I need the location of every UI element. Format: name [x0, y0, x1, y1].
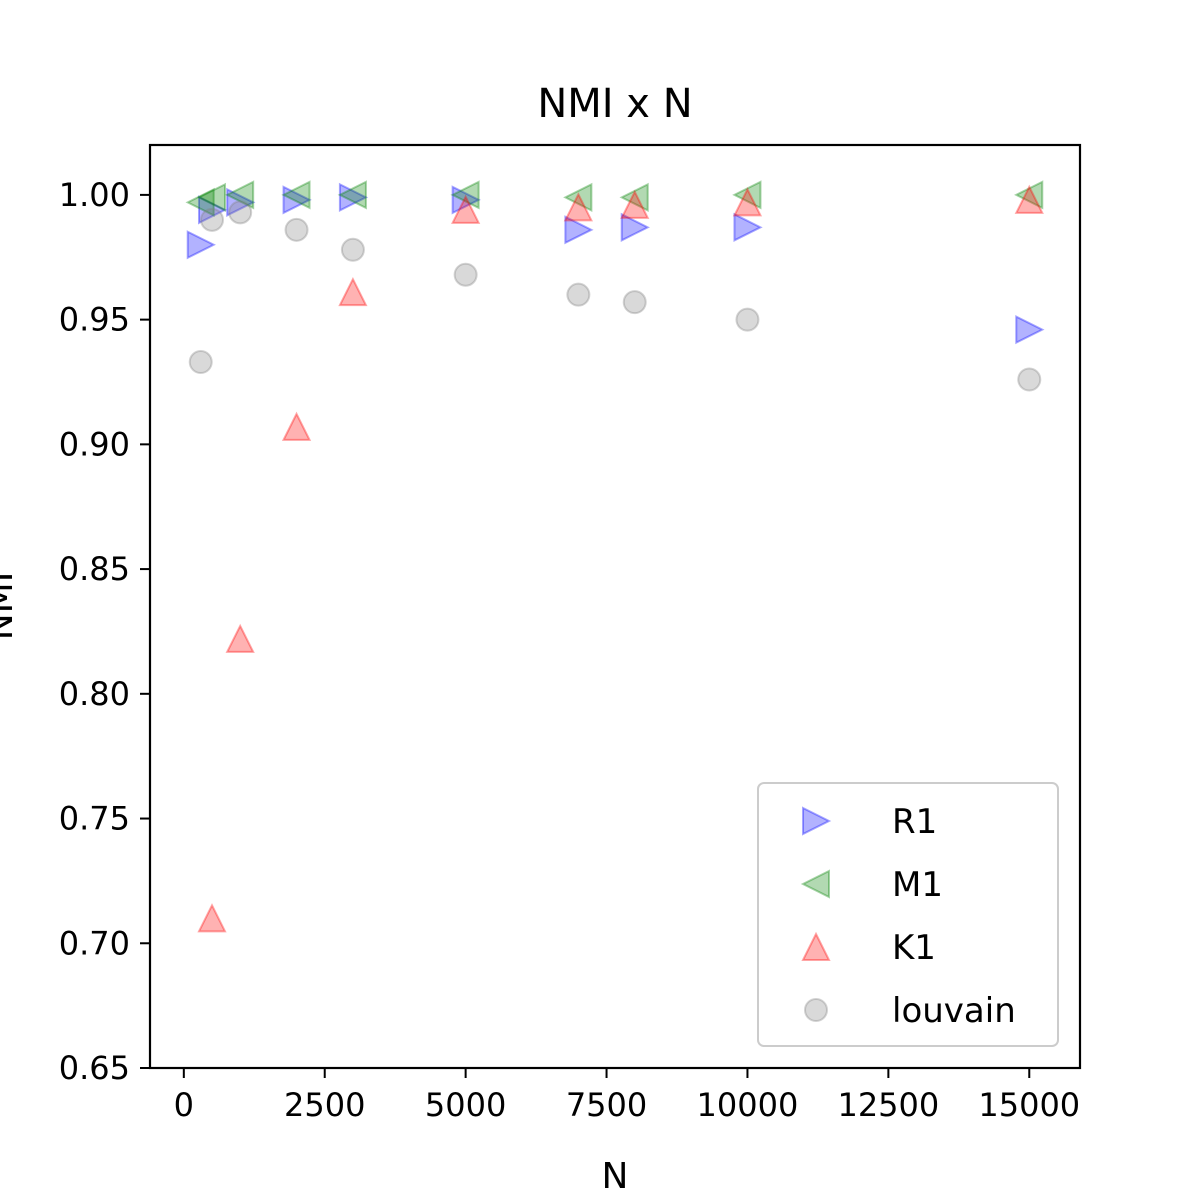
point-r1: [1015, 314, 1045, 345]
point-m1: [196, 182, 226, 213]
point-louvain: [200, 207, 224, 232]
x-tick-label: 12500: [837, 1086, 939, 1124]
y-tick-label: 0.80: [59, 675, 130, 713]
legend-box: [757, 782, 1059, 1047]
x-tick-label: 15000: [978, 1086, 1080, 1124]
legend-marker-r1: [802, 806, 832, 836]
point-k1: [620, 189, 650, 219]
point-k1: [338, 276, 368, 307]
y-tick-label: 1.00: [59, 176, 130, 214]
point-louvain: [284, 217, 309, 242]
point-m1: [281, 180, 311, 210]
point-k1: [732, 187, 763, 217]
point-r1: [733, 212, 763, 242]
x-tick-label: 7500: [566, 1086, 647, 1124]
point-r1: [451, 185, 481, 215]
point-louvain: [566, 282, 591, 307]
y-tick-label: 0.70: [59, 924, 130, 962]
point-m1: [732, 180, 762, 210]
point-m1: [337, 180, 367, 210]
point-m1: [619, 182, 649, 213]
point-r1: [338, 182, 369, 213]
point-m1: [1014, 180, 1044, 210]
x-tick-label: 0: [174, 1086, 194, 1124]
point-m1: [563, 182, 593, 213]
point-k1: [563, 192, 593, 222]
point-k1: [225, 623, 255, 653]
point-louvain: [1017, 367, 1042, 392]
y-tick-label: 0.75: [59, 800, 130, 838]
data-points: [185, 180, 1045, 933]
x-tick-label: 2500: [284, 1086, 365, 1124]
y-tick-label: 0.90: [59, 425, 130, 463]
legend-label-k1: K1: [892, 928, 936, 968]
point-k1: [281, 411, 312, 441]
y-tick-label: 0.85: [59, 550, 130, 588]
point-r1: [564, 215, 594, 245]
legend: R1 M1 K1 louvain: [757, 782, 1059, 1047]
y-tick-label: 0.65: [59, 1049, 130, 1087]
point-r1: [186, 230, 216, 260]
point-louvain: [735, 307, 760, 332]
point-louvain: [188, 350, 213, 375]
legend-label-r1: R1: [892, 802, 937, 842]
point-m1: [185, 187, 215, 217]
legend-marker-k1: [801, 931, 831, 961]
legend-label-m1: M1: [892, 865, 943, 905]
chart-title: NMI x N: [537, 81, 692, 127]
point-k1: [451, 194, 481, 224]
legend-marker-louvain: [804, 998, 828, 1022]
axis-ticks: 0 2500 5000 7500 10000 12500 15000 0.65 0.70 0.75…: [59, 176, 1080, 1124]
point-m1: [224, 180, 255, 210]
x-axis-label: N: [602, 1156, 629, 1197]
point-louvain: [622, 290, 647, 315]
legend-marker-m1: [800, 869, 830, 899]
point-louvain: [228, 200, 253, 225]
point-r1: [282, 185, 312, 215]
point-k1: [1014, 184, 1044, 214]
point-r1: [620, 212, 650, 242]
x-tick-label: 10000: [697, 1086, 799, 1124]
point-louvain: [340, 237, 365, 262]
plot-frame: [148, 143, 1082, 1070]
legend-label-louvain: louvain: [892, 991, 1016, 1031]
y-tick-label: 0.95: [59, 301, 130, 339]
point-louvain: [453, 262, 478, 287]
point-k1: [197, 903, 227, 933]
y-axis-label: NMI: [0, 572, 21, 641]
x-tick-label: 5000: [425, 1086, 506, 1124]
point-r1: [198, 195, 228, 225]
point-r1: [226, 187, 256, 217]
point-m1: [450, 180, 480, 210]
